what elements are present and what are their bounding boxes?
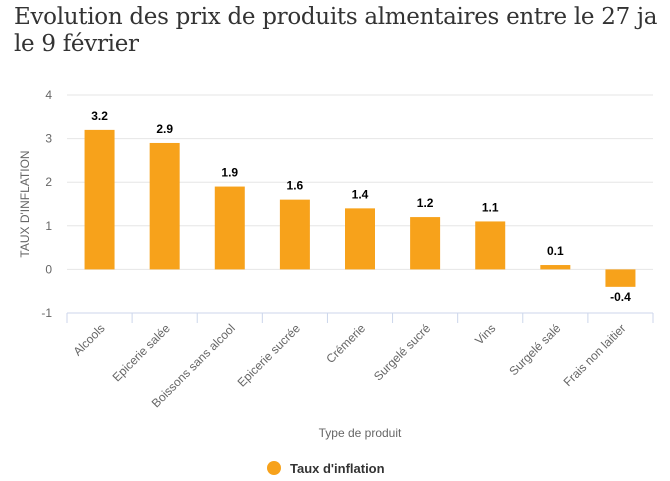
- data-label: 0.1: [547, 244, 564, 258]
- bars: [84, 129, 636, 287]
- data-labels: 3.2 2.9 1.9 1.6 1.4 1.2 1.1 0.1 -0.4: [91, 109, 631, 304]
- x-tick-label: Surgelé salé: [506, 321, 563, 378]
- legend-item[interactable]: Taux d'inflation: [267, 461, 385, 476]
- y-tick-label: 0: [45, 262, 52, 276]
- chart-title: Evolution des prix de produits almentair…: [14, 4, 670, 58]
- data-label: 1.9: [221, 166, 238, 180]
- chart-title-line-1: Evolution des prix de produits almentair…: [14, 4, 658, 30]
- legend-label: Taux d'inflation: [290, 461, 385, 476]
- x-axis-title: Type de produit: [319, 426, 402, 440]
- bar[interactable]: [279, 199, 310, 270]
- y-tick-label: 1: [45, 219, 52, 233]
- bar[interactable]: [149, 142, 180, 270]
- y-tick-label: -1: [41, 306, 52, 320]
- bar[interactable]: [475, 221, 506, 270]
- data-label: 2.9: [156, 122, 173, 136]
- y-tick-label: 4: [45, 88, 52, 102]
- y-axis-title: TAUX D'INFLATION: [18, 150, 32, 257]
- legend-marker: [267, 461, 281, 475]
- data-label: 1.1: [482, 200, 499, 214]
- data-label: 3.2: [91, 109, 108, 123]
- x-tick-label: Frais non laitier: [561, 321, 629, 389]
- bar[interactable]: [410, 217, 441, 270]
- x-tick-label: Crémerie: [323, 321, 368, 366]
- data-label: 1.2: [417, 196, 434, 210]
- y-axis-ticks: -1 0 1 2 3 4: [41, 88, 52, 320]
- chart-title-line-2: le 9 février: [14, 31, 139, 57]
- y-tick-label: 2: [45, 175, 52, 189]
- bar[interactable]: [605, 269, 636, 287]
- x-tick-label: Epicerie salée: [110, 321, 173, 384]
- bar[interactable]: [214, 186, 245, 270]
- x-tick-label: Surgelé sucré: [371, 321, 433, 383]
- bar[interactable]: [84, 129, 115, 270]
- bar[interactable]: [345, 208, 375, 270]
- data-label: -0.4: [610, 290, 631, 304]
- data-label: 1.6: [287, 179, 304, 193]
- x-tick-label: Vins: [472, 321, 498, 347]
- x-tick-label: Epicerie sucrée: [235, 321, 304, 390]
- bar[interactable]: [540, 265, 571, 270]
- x-tick-label: Alcools: [70, 321, 107, 358]
- data-label: 1.4: [352, 187, 369, 201]
- y-tick-label: 3: [45, 132, 52, 146]
